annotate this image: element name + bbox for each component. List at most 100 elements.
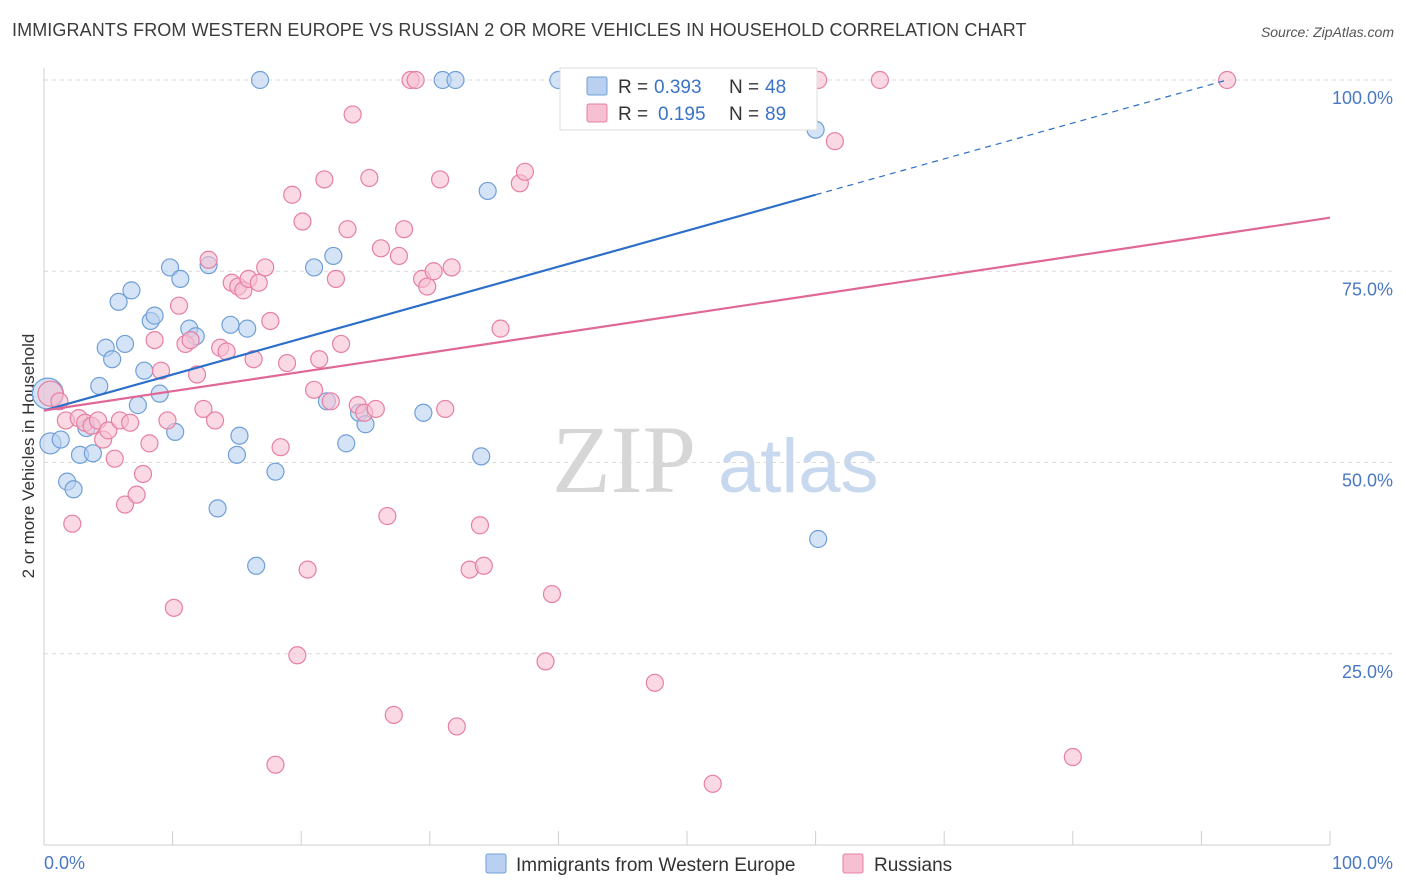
point-russians [645, 673, 664, 692]
point-russians [542, 584, 562, 604]
point-western-europe [103, 350, 122, 369]
point-western-europe [64, 480, 83, 499]
point-russians [121, 413, 140, 432]
point-russians [271, 438, 290, 457]
trend-line-western-europe-extension [815, 79, 1228, 196]
point-russians [244, 350, 263, 369]
trend-line-western-europe [43, 193, 816, 412]
legend-n-value-blue: 48 [765, 77, 786, 98]
point-russians [283, 185, 302, 204]
point-russians [389, 246, 409, 266]
point-russians [442, 258, 461, 277]
y-tick-label: 75.0% [1342, 279, 1393, 299]
legend-swatch-pink [586, 103, 608, 123]
point-russians [133, 464, 153, 484]
point-western-europe [337, 434, 356, 453]
point-russians [158, 411, 177, 430]
point-western-europe [304, 258, 324, 277]
point-russians [406, 70, 425, 90]
point-western-europe [414, 403, 433, 422]
point-russians [194, 399, 213, 419]
point-western-europe [472, 447, 491, 466]
point-russians [145, 331, 164, 350]
y-axis-tick-labels: 25.0% 50.0% 75.0% 100.0% [1332, 88, 1393, 682]
bottom-legend: Immigrants from Western Europe Russians [485, 853, 952, 876]
watermark-zip: ZIP [552, 406, 696, 513]
point-western-europe [115, 334, 135, 354]
point-western-europe [230, 426, 249, 445]
point-russians [277, 353, 297, 373]
point-russians [105, 449, 124, 468]
x-tick-label-min: 0.0% [44, 853, 85, 873]
point-russians [343, 105, 362, 124]
point-russians [288, 646, 307, 665]
legend-n-label-blue: N = [729, 77, 759, 98]
point-western-europe [171, 269, 190, 288]
point-western-europe [478, 181, 497, 201]
bottom-legend-label-pink: Russians [874, 855, 952, 876]
point-russians [371, 239, 391, 258]
point-russians [181, 331, 200, 350]
point-western-europe [266, 462, 285, 481]
point-russians [151, 361, 171, 380]
point-western-europe [446, 70, 465, 90]
point-russians [1063, 747, 1082, 767]
bottom-legend-label-blue: Immigrants from Western Europe [516, 855, 795, 876]
legend-n-label-pink: N = [729, 104, 759, 125]
point-russians [366, 399, 385, 419]
point-western-europe [51, 430, 70, 449]
legend-r-value-pink: 0.195 [658, 104, 706, 125]
point-russians [331, 334, 351, 354]
point-western-europe [135, 361, 154, 380]
bottom-legend-swatch-blue [485, 853, 507, 874]
point-russians [436, 399, 455, 419]
point-russians [164, 598, 183, 617]
point-russians [140, 434, 159, 453]
point-russians [1218, 70, 1237, 90]
point-russians [169, 296, 189, 315]
legend-n-value-pink: 89 [765, 104, 786, 125]
series-western-europe-points [31, 70, 828, 575]
point-russians [515, 162, 535, 181]
point-russians [447, 717, 466, 736]
series-russians-points [37, 70, 1237, 793]
y-tick-label: 50.0% [1342, 471, 1393, 491]
point-western-europe [809, 529, 828, 549]
point-western-europe [221, 315, 240, 334]
point-western-europe [250, 70, 270, 90]
bottom-legend-swatch-pink [842, 853, 864, 874]
point-western-europe [247, 556, 266, 575]
x-axis-ticks [43, 831, 1331, 845]
point-russians [424, 262, 443, 281]
point-russians [360, 168, 379, 188]
point-russians [99, 421, 118, 440]
point-russians [261, 311, 280, 331]
watermark-atlas: atlas [718, 424, 879, 509]
point-russians [470, 516, 490, 535]
point-russians [266, 755, 285, 774]
point-western-europe [208, 499, 227, 518]
point-russians [870, 70, 890, 90]
point-russians [293, 212, 312, 231]
point-western-europe [160, 258, 180, 277]
point-russians [249, 273, 268, 292]
point-western-europe [90, 376, 109, 396]
y-tick-label: 25.0% [1342, 662, 1393, 682]
point-russians [474, 556, 493, 575]
legend-r-value-blue: 0.393 [654, 77, 702, 98]
legend-r-label-pink: R = [618, 104, 648, 125]
legend-swatch-blue [586, 76, 608, 96]
y-tick-label: 100.0% [1332, 88, 1393, 108]
point-western-europe [227, 445, 246, 464]
point-russians [115, 495, 135, 514]
stats-legend: R = 0.393 N = 48 R = 0.195 N = 89 [559, 67, 818, 131]
point-western-europe [109, 292, 128, 311]
source-credit: Source: ZipAtlas.com [1260, 24, 1394, 40]
point-russians [205, 411, 225, 430]
point-russians [127, 485, 146, 504]
point-russians [298, 560, 317, 579]
trend-line-russians [43, 216, 1331, 412]
point-russians [384, 705, 403, 725]
point-russians [63, 514, 82, 533]
